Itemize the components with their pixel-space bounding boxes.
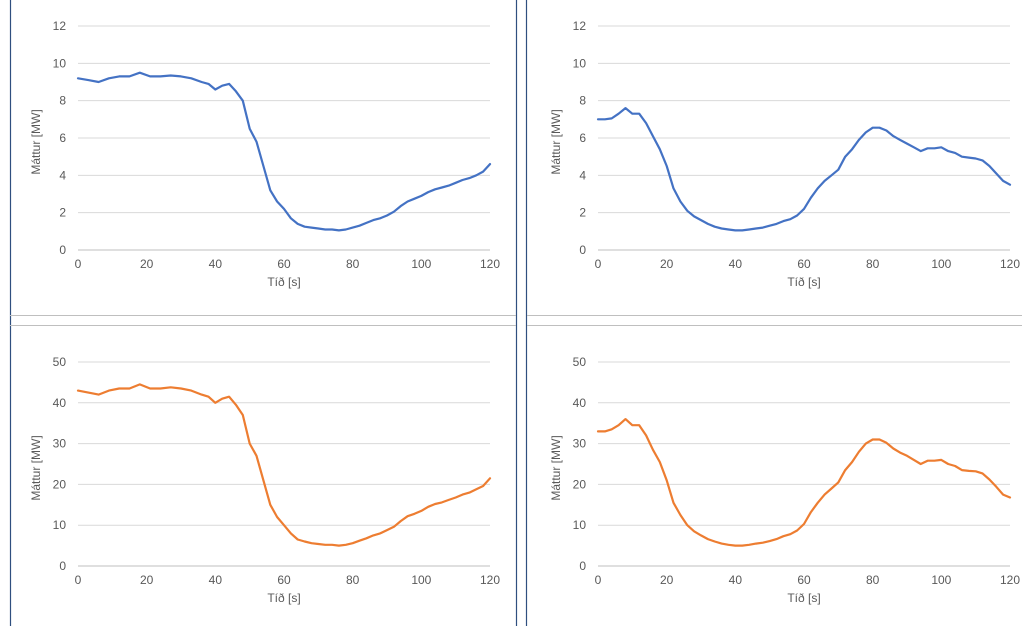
y-tick-label: 30 <box>53 437 67 451</box>
series-line <box>596 418 1012 547</box>
x-tick-label: 60 <box>797 573 811 587</box>
x-tick-label: 120 <box>480 257 500 271</box>
x-tick-label: 0 <box>595 257 602 271</box>
x-tick-label: 0 <box>595 573 602 587</box>
y-tick-label: 10 <box>573 518 587 532</box>
x-tick-label: 20 <box>660 257 674 271</box>
y-tick-label: 50 <box>53 355 67 369</box>
y-axis-title: Máttur [MW] <box>29 435 43 500</box>
x-tick-label: 60 <box>797 257 811 271</box>
x-tick-label: 100 <box>411 257 431 271</box>
y-tick-label: 10 <box>53 518 67 532</box>
y-axis-title: Máttur [MW] <box>549 109 563 174</box>
y-tick-label: 6 <box>59 131 66 145</box>
y-tick-label: 0 <box>59 243 66 257</box>
y-tick-label: 40 <box>53 396 67 410</box>
x-tick-label: 80 <box>866 573 880 587</box>
x-tick-label: 40 <box>729 257 743 271</box>
x-tick-label: 100 <box>931 573 951 587</box>
y-tick-label: 10 <box>573 56 587 70</box>
y-axis-title: Máttur [MW] <box>29 109 43 174</box>
y-tick-label: 6 <box>579 131 586 145</box>
x-axis-title: Tíð [s] <box>267 275 300 289</box>
y-tick-label: 2 <box>59 206 66 220</box>
y-tick-label: 2 <box>579 206 586 220</box>
y-tick-label: 4 <box>59 168 66 182</box>
y-tick-label: 8 <box>59 94 66 108</box>
x-tick-label: 0 <box>75 573 82 587</box>
x-axis-title: Tíð [s] <box>787 275 820 289</box>
series-line <box>76 383 492 547</box>
x-tick-label: 40 <box>209 257 223 271</box>
x-tick-label: 80 <box>866 257 880 271</box>
y-tick-label: 0 <box>579 559 586 573</box>
x-tick-label: 20 <box>140 573 154 587</box>
x-tick-label: 60 <box>277 573 291 587</box>
y-tick-label: 12 <box>573 19 587 33</box>
x-tick-label: 80 <box>346 257 360 271</box>
y-tick-label: 8 <box>579 94 586 108</box>
y-tick-label: 0 <box>579 243 586 257</box>
y-tick-label: 0 <box>59 559 66 573</box>
x-tick-label: 100 <box>931 257 951 271</box>
x-tick-label: 20 <box>660 573 674 587</box>
x-tick-label: 120 <box>1000 257 1020 271</box>
y-tick-label: 12 <box>53 19 67 33</box>
series-line <box>596 106 1012 232</box>
y-tick-label: 4 <box>579 168 586 182</box>
y-tick-label: 20 <box>53 477 67 491</box>
x-tick-label: 120 <box>1000 573 1020 587</box>
x-tick-label: 100 <box>411 573 431 587</box>
chart-bottom-left: 0 10 20 30 40 50 0 20 40 60 80 100 120 Tíð [s] Máttur … <box>29 355 500 605</box>
y-tick-label: 50 <box>573 355 587 369</box>
x-tick-label: 60 <box>277 257 291 271</box>
x-tick-label: 0 <box>75 257 82 271</box>
x-tick-label: 40 <box>209 573 223 587</box>
series-line <box>76 71 492 232</box>
x-axis-title: Tíð [s] <box>787 591 820 605</box>
chart-bottom-right: 0 10 20 30 40 50 0 20 40 60 80 100 120 Tíð [s] Máttur … <box>549 355 1020 605</box>
y-axis-title: Máttur [MW] <box>549 435 563 500</box>
y-tick-label: 20 <box>573 477 587 491</box>
panel-frames <box>9 0 1022 626</box>
x-tick-label: 40 <box>729 573 743 587</box>
x-axis-title: Tíð [s] <box>267 591 300 605</box>
x-tick-label: 20 <box>140 257 154 271</box>
y-tick-label: 10 <box>53 56 67 70</box>
x-tick-label: 120 <box>480 573 500 587</box>
x-tick-label: 80 <box>346 573 360 587</box>
y-tick-label: 40 <box>573 396 587 410</box>
y-tick-label: 30 <box>573 437 587 451</box>
